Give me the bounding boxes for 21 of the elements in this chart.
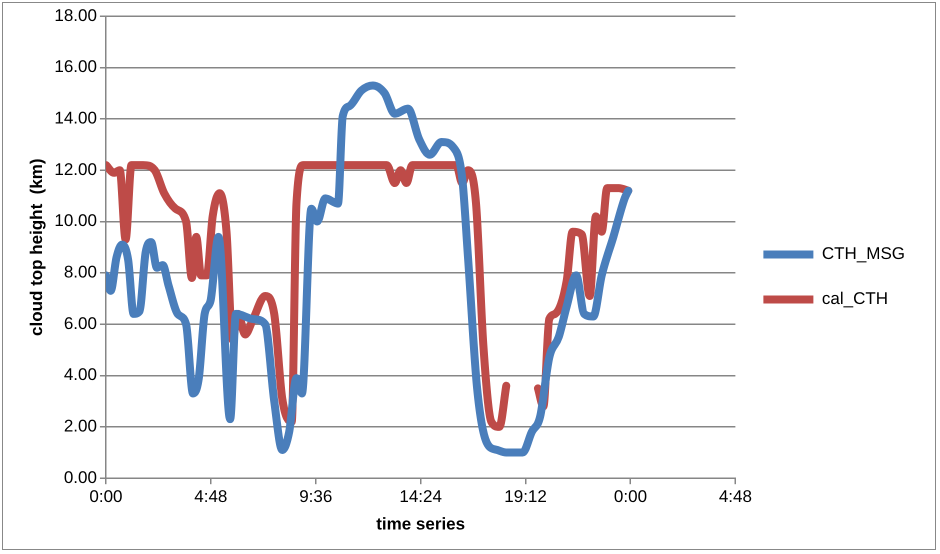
y-tick-label: 18.00 xyxy=(54,6,97,25)
y-axis-title: cloud top height (km) xyxy=(26,158,46,336)
y-tick-label: 2.00 xyxy=(64,416,97,436)
x-tick-label: 0:00 xyxy=(614,487,648,506)
y-tick-label: 4.00 xyxy=(64,365,97,384)
y-tick-label: 0.00 xyxy=(64,468,97,487)
legend-label: CTH_MSG xyxy=(822,244,906,264)
y-tick-label: 14.00 xyxy=(54,108,97,128)
y-tick-label: 10.00 xyxy=(54,211,97,230)
x-tick-label: 4:48 xyxy=(718,487,752,506)
y-tick-label: 16.00 xyxy=(54,57,97,76)
y-tick-label: 12.00 xyxy=(54,160,97,179)
y-tick-label: 8.00 xyxy=(64,262,97,282)
y-tick-label: 6.00 xyxy=(64,314,97,333)
x-axis-title: time series xyxy=(376,514,466,534)
x-tick-label: 0:00 xyxy=(89,487,122,506)
x-tick-label: 14:24 xyxy=(399,487,442,506)
x-tick-label: 4:48 xyxy=(194,487,228,506)
legend-label: cal_CTH xyxy=(822,289,888,308)
x-tick-label: 9:36 xyxy=(299,487,332,506)
x-tick-label: 19:12 xyxy=(504,487,547,506)
